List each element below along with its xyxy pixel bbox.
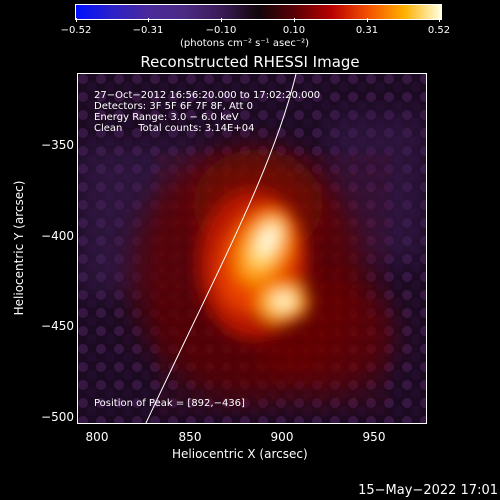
- rhessi-image: [77, 73, 427, 424]
- peak-position: Position of Peak = [892,−436]: [94, 398, 245, 409]
- colorbar: [75, 4, 442, 20]
- y-tick-label: −500: [41, 410, 74, 424]
- image-title: Reconstructed RHESSI Image: [140, 53, 360, 71]
- y-axis-label: Heliocentric Y (arcsec): [12, 180, 26, 316]
- info-clean-counts: Clean Total counts: 3.14E+04: [94, 123, 255, 134]
- colorbar-tick-mark: [294, 18, 295, 22]
- y-tick-label: −400: [41, 229, 74, 243]
- rhessi-image-canvas: [78, 74, 426, 423]
- colorbar-tick-mark: [439, 18, 440, 22]
- creation-timestamp: 15−May−2022 17:01: [358, 483, 498, 498]
- solar-limb: [145, 74, 297, 423]
- colorbar-tick-label: 0.52: [427, 25, 451, 36]
- colorbar-tick-label: 0.10: [282, 25, 306, 36]
- colorbar-tick-mark: [76, 18, 77, 22]
- colorbar-tick-mark: [148, 18, 149, 22]
- y-tick-label: −350: [41, 138, 74, 152]
- flare-source: [198, 189, 309, 339]
- info-detectors: Detectors: 3F 5F 6F 7F 8F, Att 0: [94, 101, 254, 112]
- info-energy-range: Energy Range: 3.0 − 6.0 keV: [94, 112, 239, 123]
- x-tick-label: 950: [362, 430, 386, 444]
- x-tick-label: 900: [270, 430, 294, 444]
- colorbar-tick-mark: [221, 18, 222, 22]
- colorbar-tick-mark: [367, 18, 368, 22]
- x-axis-label: Heliocentric X (arcsec): [172, 447, 308, 461]
- x-tick-label: 800: [85, 430, 109, 444]
- colorbar-tick-label: −0.52: [60, 25, 92, 36]
- colorbar-tick-label: −0.10: [205, 25, 237, 36]
- colorbar-units: (photons cm⁻² s⁻¹ asec⁻²): [180, 38, 310, 49]
- x-tick-label: 850: [178, 430, 202, 444]
- colorbar-tick-label: 0.31: [355, 25, 379, 36]
- colorbar-tick-label: −0.31: [132, 25, 164, 36]
- y-tick-label: −450: [41, 319, 74, 333]
- info-time-range: 27−Oct−2012 16:56:20.000 to 17:02:20.000: [94, 90, 321, 101]
